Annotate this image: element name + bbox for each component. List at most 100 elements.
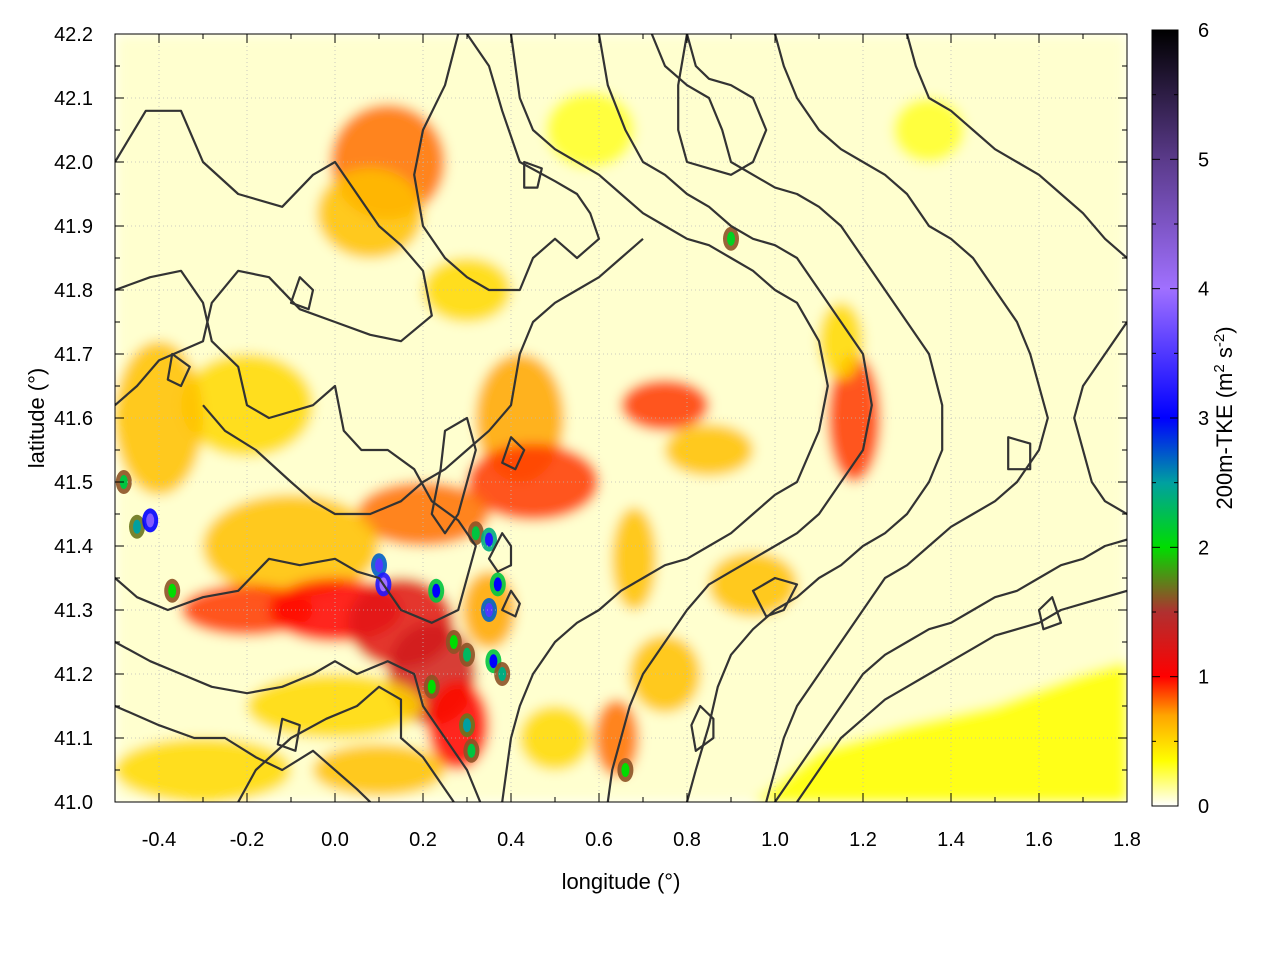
colorbar-tick-label: 2 xyxy=(1198,537,1209,559)
terrain-contour-closed xyxy=(166,352,191,388)
x-tick-label: 1.2 xyxy=(849,829,877,851)
y-axis-label: latitude (°) xyxy=(24,368,49,469)
tke-spot xyxy=(427,679,436,694)
tke-spot xyxy=(449,635,458,649)
terrain-contour-closed xyxy=(487,532,513,573)
terrain-contour xyxy=(1073,321,1127,515)
terrain-contour xyxy=(115,269,477,624)
y-tick-label: 41.2 xyxy=(54,664,93,686)
terrain-contour xyxy=(413,34,601,292)
x-axis-label: longitude (°) xyxy=(562,869,681,894)
tke-spot xyxy=(621,763,630,777)
tke-spot xyxy=(463,647,471,662)
terrain-contour xyxy=(774,538,1127,802)
x-tick-label: -0.4 xyxy=(142,829,176,851)
tke-spot xyxy=(463,718,471,733)
tke-hotspot xyxy=(546,91,635,169)
terrain-contour xyxy=(597,34,873,802)
high-tke-spots xyxy=(115,226,739,782)
y-tick-label: 41.0 xyxy=(54,792,93,814)
terrain-contour xyxy=(796,589,1127,802)
x-tick-label: 1.4 xyxy=(937,829,965,851)
terrain-contour xyxy=(677,34,768,176)
colorbar-label: 200m-TKE (m2 s-2) xyxy=(1211,326,1237,509)
colorbar: 0 1 2 3 4 5 6 200m-TKE (m2 s-2) xyxy=(1151,20,1237,818)
tke-hotspot xyxy=(665,424,753,476)
y-axis: 41.0 41.1 41.2 41.3 41.4 41.5 41.6 41.7 41.8 41.9… xyxy=(54,24,1127,814)
tke-hotspot xyxy=(115,738,291,802)
y-tick-label: 41.4 xyxy=(54,536,93,558)
terrain-contour xyxy=(115,641,482,802)
colorbar-tick-label: 0 xyxy=(1198,796,1209,818)
tke-spot xyxy=(146,513,155,528)
tke-hotspot xyxy=(313,744,445,796)
tke-spot xyxy=(471,526,480,541)
y-tick-label: 41.5 xyxy=(54,472,93,494)
tke-spot xyxy=(133,519,141,534)
tke-spot xyxy=(727,231,735,246)
x-tick-label: 1.0 xyxy=(761,829,789,851)
coastal-band xyxy=(753,661,1127,802)
terrain-contour xyxy=(237,685,455,802)
y-tick-label: 41.8 xyxy=(54,280,93,302)
terrain-contours xyxy=(115,34,1127,802)
y-tick-label: 41.7 xyxy=(54,344,93,366)
terrain-contour-closed xyxy=(1007,436,1032,471)
terrain-contour-closed xyxy=(751,576,799,618)
terrain-contour xyxy=(501,34,829,802)
terrain-contour-closed xyxy=(1037,596,1063,631)
colorbar-tick-label: 3 xyxy=(1198,408,1209,430)
x-tick-label: 0.0 xyxy=(321,829,349,851)
terrain-contour xyxy=(905,34,1127,259)
tke-hotspot xyxy=(709,552,797,617)
tke-hotspot xyxy=(612,507,657,610)
terrain-contour xyxy=(115,704,371,802)
tke-hotspot xyxy=(629,635,701,713)
x-tick-label: 1.8 xyxy=(1113,829,1141,851)
x-tick-label: 0.2 xyxy=(409,829,437,851)
terrain-contour-closed xyxy=(501,589,521,618)
y-tick-label: 42.0 xyxy=(54,152,93,174)
terrain-contour-closed xyxy=(690,704,715,752)
colorbar-tick-label: 5 xyxy=(1198,149,1209,171)
plot-area xyxy=(115,34,1127,802)
terrain-contour-closed xyxy=(430,416,477,535)
terrain-contour xyxy=(115,109,433,407)
terrain-contour xyxy=(765,34,1049,802)
terrain-contour-closed xyxy=(276,717,301,752)
x-tick-label: -0.2 xyxy=(230,829,264,851)
y-tick-label: 41.9 xyxy=(54,216,93,238)
x-tick-label: 0.8 xyxy=(673,829,701,851)
tke-hotspot xyxy=(594,699,639,777)
tke-spot xyxy=(489,654,498,669)
tke-spot xyxy=(375,558,383,573)
tke-hotspot xyxy=(819,302,863,380)
y-tick-label: 42.1 xyxy=(54,88,93,110)
terrain-contour-closed xyxy=(523,160,543,189)
x-axis: -0.4 -0.2 0.0 0.2 0.4 0.6 0.8 1.0 1.2 1.4 1.6 1.8 xyxy=(114,34,1141,851)
colorbar-tick-label: 4 xyxy=(1198,279,1209,301)
x-tick-label: 1.6 xyxy=(1025,829,1053,851)
colorbar-ticks: 0 1 2 3 4 5 6 xyxy=(1152,20,1209,818)
grid-lines xyxy=(115,34,1127,802)
y-tick-label: 42.2 xyxy=(54,24,93,46)
tke-spot xyxy=(467,743,476,758)
tke-hotspot xyxy=(467,443,599,521)
y-tick-label: 41.6 xyxy=(54,408,93,430)
terrain-contour-closed xyxy=(289,276,315,311)
colorbar-tick-label: 1 xyxy=(1198,667,1209,689)
y-tick-label: 41.1 xyxy=(54,728,93,750)
tke-spot xyxy=(493,577,502,592)
colorbar-tick-label: 6 xyxy=(1198,20,1209,42)
y-tick-label: 41.3 xyxy=(54,600,93,622)
tke-spot xyxy=(498,667,507,681)
tke-hotspot xyxy=(893,98,965,162)
tke-spot xyxy=(485,603,493,617)
tke-spot xyxy=(168,583,177,598)
tke-spot xyxy=(432,583,441,598)
terrain-contour xyxy=(202,237,644,516)
tke-spot xyxy=(485,532,493,547)
terrain-contour xyxy=(650,34,944,802)
terrain-contour-closed xyxy=(501,436,526,471)
tke-hotspot xyxy=(621,379,709,431)
